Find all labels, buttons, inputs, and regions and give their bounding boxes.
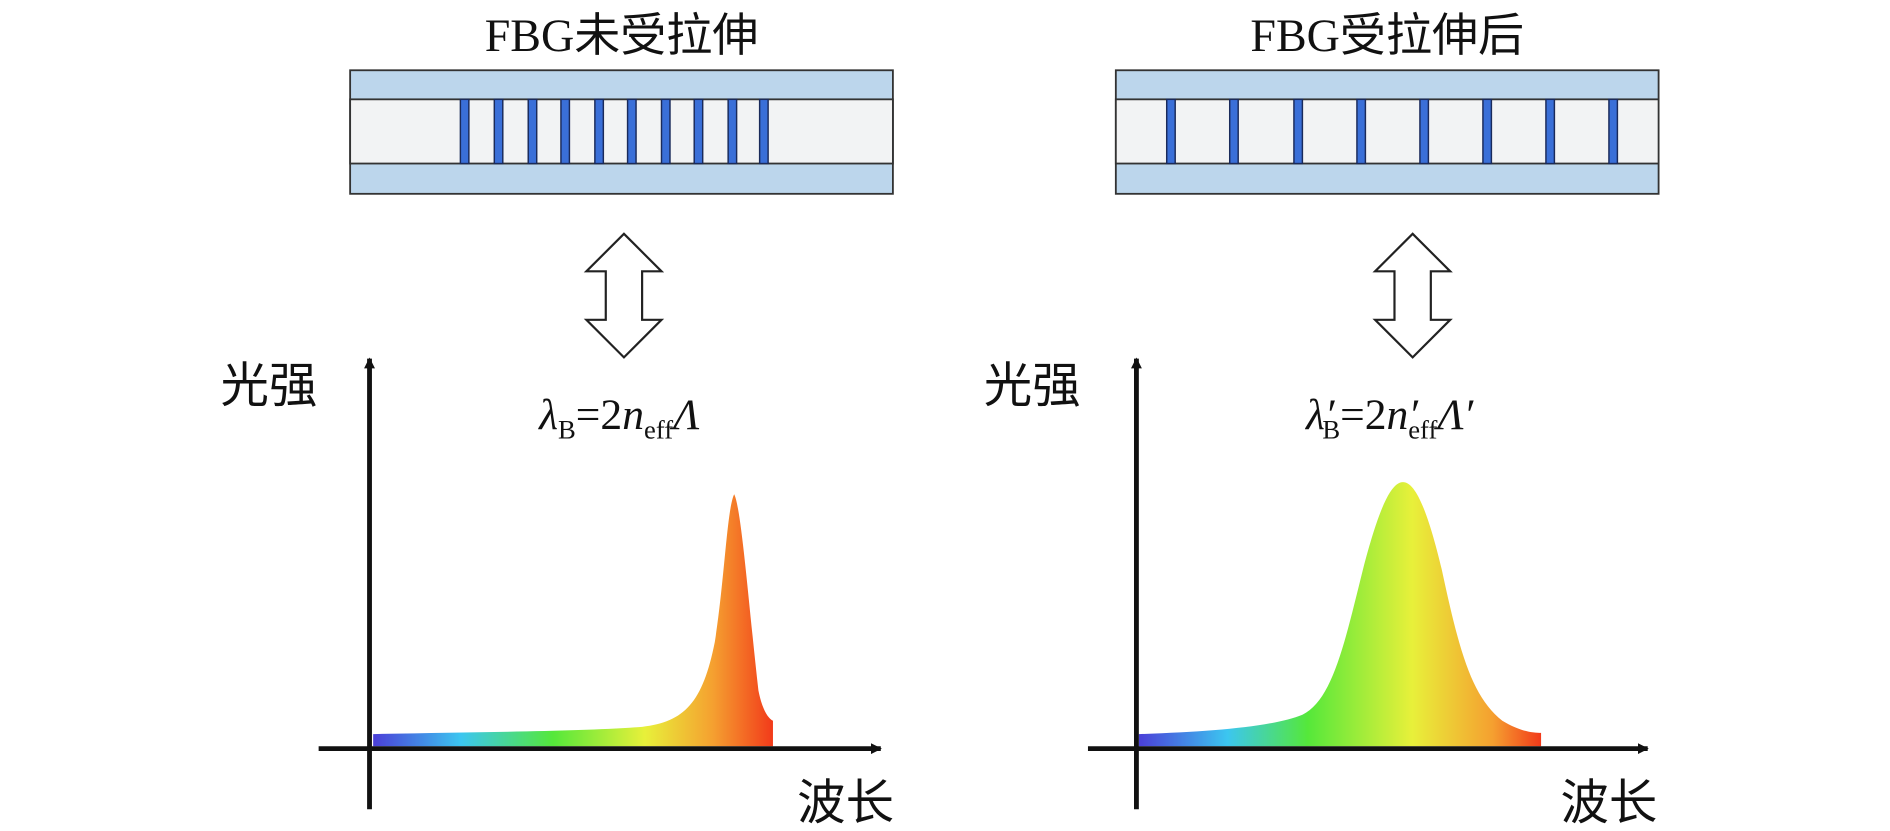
formula-part: eff <box>1408 415 1437 445</box>
formula: λB=2neffΛ <box>537 391 700 445</box>
x-axis-label: 波长 <box>1560 775 1657 831</box>
x-axis-label: 波长 <box>797 775 894 831</box>
spectrum <box>1138 482 1542 747</box>
panel-title: FBG受拉伸后 <box>1250 10 1524 61</box>
y-axis-label: 光强 <box>221 358 318 414</box>
formula-part: Λ′ <box>1433 391 1474 439</box>
formula-part: B <box>1322 415 1340 445</box>
formula-part: Λ <box>669 391 700 439</box>
fiber <box>349 69 894 195</box>
formula-part: λ <box>537 391 558 439</box>
double-arrow <box>583 232 665 359</box>
fiber <box>1114 69 1660 195</box>
formula-part: =2 <box>1340 391 1386 439</box>
double-arrow <box>1372 232 1453 359</box>
panel-title: FBG未受拉伸 <box>485 10 759 61</box>
formula-part: B <box>558 415 576 445</box>
spectrum <box>373 494 773 747</box>
formula-part: n′ <box>1387 391 1420 439</box>
formula: λ′B=2n′effΛ′ <box>1304 391 1475 445</box>
formula-part: n <box>622 391 644 439</box>
y-axis-label: 光强 <box>984 358 1081 414</box>
formula-part: λ′ <box>1304 391 1336 439</box>
formula-part: eff <box>644 415 673 445</box>
formula-part: =2 <box>576 391 622 439</box>
